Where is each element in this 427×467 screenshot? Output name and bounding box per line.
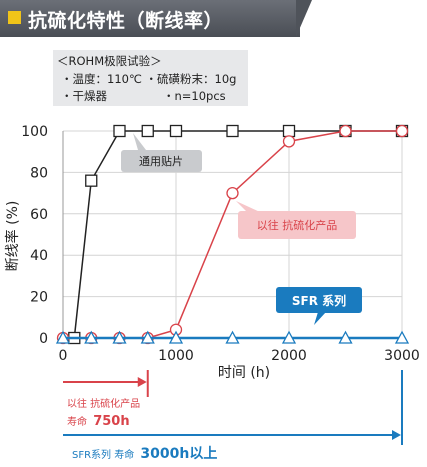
data-point [84, 330, 99, 344]
y-tick-label: 100 [21, 124, 48, 140]
y-tick-label: 40 [30, 248, 48, 264]
y-tick-label: 0 [39, 331, 48, 347]
prev-lifetime-label: 寿命 [67, 415, 87, 428]
prev-lifetime-line2: 寿命 750h [67, 414, 130, 429]
chart-series [55, 124, 410, 345]
sfr-lifetime-value: 3000h以上 [140, 446, 217, 462]
conditions-line-2b: ・n=10pcs [163, 89, 226, 103]
sfr-lifetime-arrowhead [392, 430, 401, 440]
data-point [112, 330, 127, 344]
data-point [339, 124, 352, 138]
sfr-lifetime-text: SFR系列 寿命 3000h以上 [72, 446, 217, 462]
section-header: 抗硫化特性（断线率） [0, 0, 300, 37]
section-title: 抗硫化特性（断线率） [28, 10, 224, 32]
data-point [226, 186, 239, 200]
callout-sfr: SFR 系列 [276, 287, 362, 325]
callout-previous: 以往 抗硫化产品 [236, 201, 356, 239]
data-point [281, 330, 297, 344]
data-point [113, 124, 126, 138]
data-point [168, 330, 184, 344]
header-slant-decoration [296, 0, 312, 37]
data-point [395, 124, 409, 138]
data-point [282, 124, 296, 138]
x-tick-label: 1000 [158, 348, 194, 364]
data-point [85, 174, 98, 187]
conditions-title: ＜ROHM极限试验＞ [57, 54, 162, 68]
x-tick-label: 0 [59, 348, 68, 364]
callout-sfr-label: SFR 系列 [292, 293, 346, 308]
prev-lifetime-line1: 以往 抗硫化产品 [67, 397, 140, 410]
y-axis-title: 断线率 (%) [4, 201, 21, 272]
callout-general: 通用贴片 [121, 133, 202, 172]
x-axis-title: 时间 (h) [218, 365, 270, 381]
data-point [225, 330, 240, 344]
data-point [282, 135, 296, 148]
data-point [169, 124, 183, 138]
y-tick-label: 20 [30, 290, 48, 306]
test-conditions-box: ＜ROHM极限试验＞ ・温度：110℃ ・硫磺粉末：10g ・干燥器 ・n=10… [53, 50, 248, 106]
data-point [226, 124, 239, 138]
conditions-line-2a: ・干燥器 [61, 89, 107, 103]
callout-general-label: 通用贴片 [139, 154, 183, 168]
x-tick-label: 3000 [384, 348, 420, 364]
y-tick-label: 60 [30, 207, 48, 223]
data-point [141, 124, 154, 138]
y-tick-label: 80 [30, 165, 48, 181]
conditions-line-1: ・温度：110℃ ・硫磺粉末：10g [61, 72, 237, 86]
callout-previous-label: 以往 抗硫化产品 [257, 218, 338, 232]
sfr-lifetime-label: SFR系列 寿命 [72, 448, 134, 461]
prev-lifetime-arrowhead [137, 377, 147, 387]
data-point [55, 330, 71, 344]
data-point [394, 330, 410, 344]
x-tick-label: 2000 [271, 348, 307, 364]
data-point [338, 330, 353, 344]
lifetime-arrows: 以往 抗硫化产品 寿命 750h SFR系列 寿命 3000h以上 [63, 370, 403, 462]
prev-lifetime-value: 750h [93, 414, 129, 429]
data-point [140, 330, 155, 344]
header-bullet-icon [8, 11, 21, 24]
